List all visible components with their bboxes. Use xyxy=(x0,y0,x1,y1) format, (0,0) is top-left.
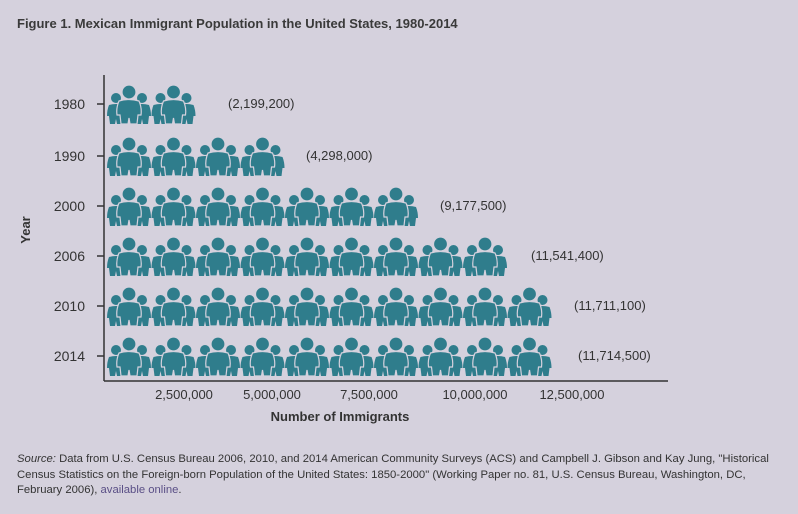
family-icon xyxy=(151,336,196,377)
family-icon xyxy=(196,186,240,227)
family-icon xyxy=(107,136,151,177)
family-icon xyxy=(107,236,151,277)
y-tick-label: 2006 xyxy=(54,248,85,264)
value-label: (4,298,000) xyxy=(306,148,373,163)
family-icon xyxy=(151,186,196,227)
family-icon xyxy=(107,186,151,227)
family-icon xyxy=(196,286,240,327)
family-icon xyxy=(240,186,285,227)
family-icon xyxy=(240,286,285,327)
family-icon xyxy=(240,336,285,377)
row-1980: 1980 (2,199,200) xyxy=(54,84,295,125)
family-icon xyxy=(151,286,196,327)
family-icon xyxy=(107,286,151,327)
x-tick-label: 12,500,000 xyxy=(539,387,604,402)
family-icon xyxy=(151,236,196,277)
family-icon xyxy=(374,336,418,377)
family-icon xyxy=(418,236,463,277)
family-icon xyxy=(463,236,507,277)
value-label: (2,199,200) xyxy=(228,96,295,111)
family-icon xyxy=(151,136,196,177)
family-icon xyxy=(285,286,329,327)
family-icon xyxy=(418,336,463,377)
family-icon xyxy=(285,186,329,227)
x-tick-label: 5,000,000 xyxy=(243,387,301,402)
y-tick-label: 1990 xyxy=(54,148,85,164)
x-tick-label: 2,500,000 xyxy=(155,387,213,402)
row-2000: 2000 (9,177,500) xyxy=(54,186,507,227)
row-2010: 2010 (11,711,100) xyxy=(54,286,646,327)
source-text: Data from U.S. Census Bureau 2006, 2010,… xyxy=(17,453,769,496)
y-tick-label: 2014 xyxy=(54,348,85,364)
family-icon xyxy=(285,236,329,277)
value-label: (11,714,500) xyxy=(578,348,651,363)
family-icon xyxy=(463,336,507,377)
family-icon xyxy=(196,136,240,177)
y-tick-label: 2000 xyxy=(54,198,85,214)
value-label: (11,711,100) xyxy=(574,298,646,313)
value-label: (11,541,400) xyxy=(531,248,604,263)
family-icon xyxy=(507,336,552,377)
source-label: Source: xyxy=(17,453,56,465)
x-axis-label: Number of Immigrants xyxy=(271,409,410,424)
family-icon xyxy=(240,136,285,177)
family-icon xyxy=(374,236,418,277)
family-icon xyxy=(107,336,151,377)
family-icon xyxy=(196,236,240,277)
row-1990: 1990 (4,298,000) xyxy=(54,136,373,177)
family-icon xyxy=(374,286,418,327)
row-2006: 2006 (11,541,400) xyxy=(54,236,604,277)
source-end: . xyxy=(178,484,182,496)
family-icon xyxy=(418,286,463,327)
y-tick-label: 2010 xyxy=(54,298,85,314)
figure-title: Figure 1. Mexican Immigrant Population i… xyxy=(17,16,458,31)
family-icon xyxy=(107,84,151,125)
family-icon xyxy=(507,286,552,327)
value-label: (9,177,500) xyxy=(440,198,507,213)
source-note: Source: Data from U.S. Census Bureau 200… xyxy=(17,452,787,499)
y-tick-label: 1980 xyxy=(54,96,85,112)
family-icon xyxy=(374,186,418,227)
row-2014: 2014 (11,714,500) xyxy=(54,336,651,377)
x-tick-label: 10,000,000 xyxy=(442,387,507,402)
pictograph-chart: 1980 (2,199,200) 1990 (4,298,000) 2000 (9,177… xyxy=(18,75,668,424)
family-icon xyxy=(329,336,374,377)
family-icon xyxy=(240,236,285,277)
available-online-link[interactable]: available online xyxy=(100,484,179,496)
family-icon xyxy=(151,84,196,125)
family-icon xyxy=(463,286,507,327)
family-icon xyxy=(329,236,374,277)
y-axis-label: Year xyxy=(18,216,33,243)
family-icon xyxy=(329,286,374,327)
family-icon xyxy=(329,186,374,227)
family-icon xyxy=(196,336,240,377)
x-tick-label: 7,500,000 xyxy=(340,387,398,402)
family-icon xyxy=(285,336,329,377)
